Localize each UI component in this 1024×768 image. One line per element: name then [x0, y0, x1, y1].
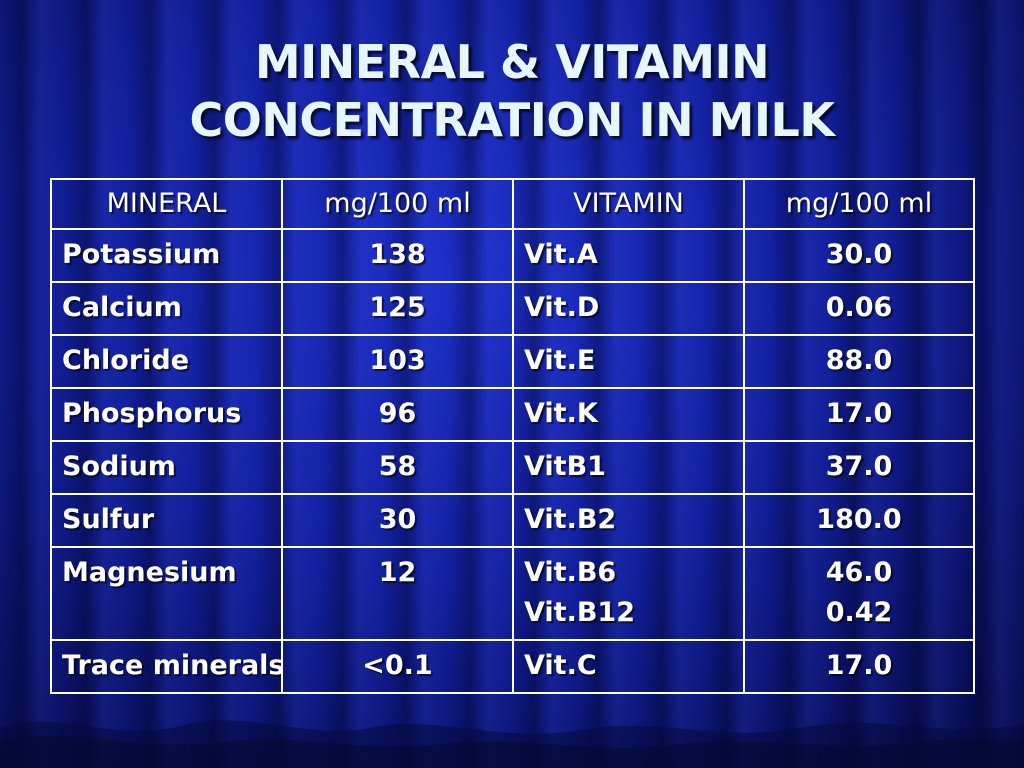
- table-row: Sulfur 30 Vit.B2 180.0: [50, 493, 975, 548]
- table-row: Chloride 103 Vit.E 88.0: [50, 334, 975, 389]
- vitamin-name: Vit.C: [512, 639, 745, 694]
- mineral-value: 138: [281, 228, 514, 283]
- table-row: Phosphorus 96 Vit.K 17.0: [50, 387, 975, 442]
- vitamin-value: 46.0: [825, 557, 893, 588]
- mineral-name: Sodium: [50, 440, 283, 495]
- vitamin-name: Vit.A: [512, 228, 745, 283]
- vitamin-name: Vit.B12: [524, 597, 635, 628]
- title-line-1: MINERAL & VITAMIN: [254, 35, 770, 89]
- vitamin-value: 0.42: [825, 597, 893, 628]
- mineral-name: Trace minerals: [50, 639, 283, 694]
- curtain-wave-decoration: [0, 720, 1024, 768]
- vitamin-value: 180.0: [743, 493, 975, 548]
- title-line-2: CONCENTRATION IN MILK: [189, 93, 835, 147]
- table-row: Potassium 138 Vit.A 30.0: [50, 228, 975, 283]
- vitamin-name-stack: Vit.B6 Vit.B12: [512, 546, 745, 641]
- mineral-name: Potassium: [50, 228, 283, 283]
- mineral-value: 96: [281, 387, 514, 442]
- vitamin-value: 0.06: [743, 281, 975, 336]
- vitamin-value-stack: 46.0 0.42: [743, 546, 975, 641]
- table-header-row: MINERAL mg/100 ml VITAMIN mg/100 ml: [50, 178, 975, 230]
- header-mineral-unit: mg/100 ml: [281, 178, 514, 230]
- mineral-name: Magnesium: [50, 546, 283, 641]
- vitamin-value: 88.0: [743, 334, 975, 389]
- mineral-name: Phosphorus: [50, 387, 283, 442]
- mineral-value: 30: [281, 493, 514, 548]
- table-row: Magnesium 12 Vit.B6 Vit.B12 46.0 0.42: [50, 546, 975, 641]
- mineral-value: 103: [281, 334, 514, 389]
- mineral-value: <0.1: [281, 639, 514, 694]
- vitamin-name: VitB1: [512, 440, 745, 495]
- table-row: Trace minerals <0.1 Vit.C 17.0: [50, 639, 975, 694]
- vitamin-name: Vit.K: [512, 387, 745, 442]
- mineral-name: Calcium: [50, 281, 283, 336]
- vitamin-name: Vit.B6: [524, 557, 617, 588]
- vitamin-value: 17.0: [743, 639, 975, 694]
- vitamin-value: 17.0: [743, 387, 975, 442]
- mineral-value: 125: [281, 281, 514, 336]
- mineral-name: Chloride: [50, 334, 283, 389]
- header-vitamin: VITAMIN: [512, 178, 745, 230]
- vitamin-value: 30.0: [743, 228, 975, 283]
- mineral-vitamin-table: MINERAL mg/100 ml VITAMIN mg/100 ml Pota…: [50, 178, 975, 694]
- slide-title: MINERAL & VITAMIN CONCENTRATION IN MILK: [0, 33, 1024, 149]
- mineral-name: Sulfur: [50, 493, 283, 548]
- vitamin-value: 37.0: [743, 440, 975, 495]
- mineral-value: 58: [281, 440, 514, 495]
- table-row: Calcium 125 Vit.D 0.06: [50, 281, 975, 336]
- mineral-value: 12: [281, 546, 514, 641]
- vitamin-name: Vit.E: [512, 334, 745, 389]
- table-row: Sodium 58 VitB1 37.0: [50, 440, 975, 495]
- header-mineral: MINERAL: [50, 178, 283, 230]
- vitamin-name: Vit.D: [512, 281, 745, 336]
- vitamin-name: Vit.B2: [512, 493, 745, 548]
- header-vitamin-unit: mg/100 ml: [743, 178, 975, 230]
